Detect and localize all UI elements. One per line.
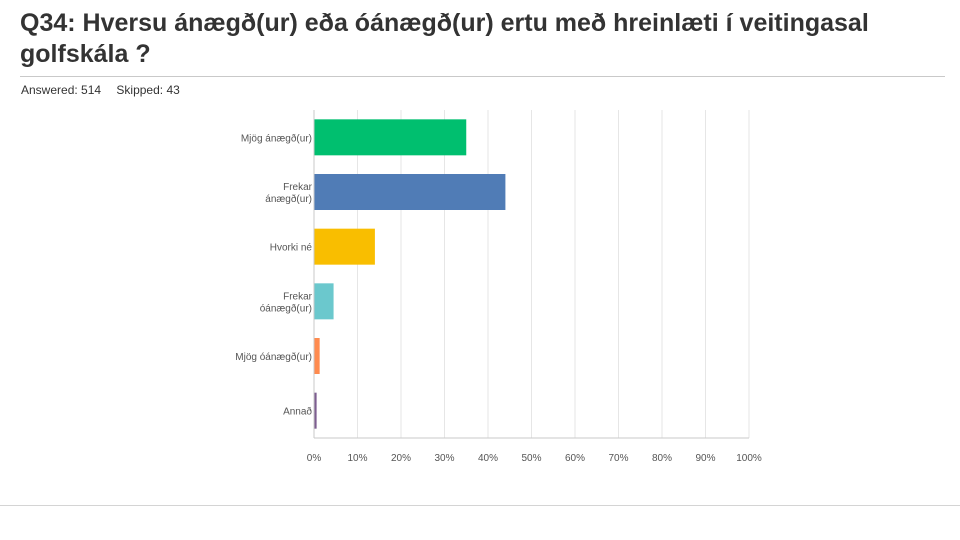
x-tick-label: 40% — [478, 453, 498, 464]
category-label: Frekar óánægð(ur) — [260, 291, 313, 314]
category-label: Frekar ánægð(ur) — [265, 182, 312, 205]
x-tick-label: 70% — [608, 453, 628, 464]
x-tick-label: 20% — [391, 453, 411, 464]
x-tick-label: 50% — [521, 453, 541, 464]
question-title: Q34: Hversu ánægð(ur) eða óánægð(ur) ert… — [20, 9, 869, 68]
x-tick-label: 60% — [565, 453, 585, 464]
x-tick-label: 0% — [307, 453, 322, 464]
category-label: Hvorki né — [270, 243, 313, 254]
category-label: Mjög ánægð(ur) — [241, 132, 312, 144]
bar — [314, 392, 317, 429]
skipped-count: Skipped: 43 — [116, 83, 180, 97]
bar — [314, 174, 506, 210]
bar — [314, 119, 467, 156]
response-stats: Answered: 514 Skipped: 43 — [21, 83, 192, 97]
x-tick-label: 100% — [736, 453, 762, 464]
footer-divider — [0, 505, 960, 506]
bar — [314, 283, 334, 320]
x-tick-label: 90% — [695, 453, 715, 464]
bar — [314, 228, 375, 265]
x-tick-label: 80% — [652, 453, 672, 464]
title-divider — [20, 76, 945, 77]
x-tick-label: 30% — [434, 453, 454, 464]
answered-count: Answered: 514 — [21, 83, 102, 97]
category-label: Annað — [283, 406, 312, 418]
category-label: Mjög óánægð(ur) — [235, 351, 312, 363]
x-tick-label: 10% — [347, 453, 367, 464]
bar — [314, 338, 320, 374]
